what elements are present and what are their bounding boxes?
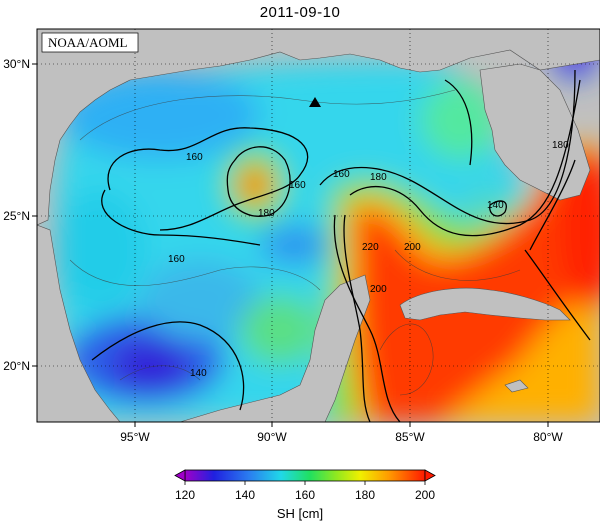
lon-tick-label: 80°W bbox=[533, 430, 563, 444]
colorbar-unit-label: SH [cm] bbox=[276, 506, 324, 521]
tick-marks bbox=[32, 63, 549, 427]
colorbar-tick: 160 bbox=[294, 488, 316, 502]
colorbar-tick: 120 bbox=[174, 488, 196, 502]
contour-label: 180 bbox=[370, 172, 387, 183]
credit-box: NOAA/AOML bbox=[41, 32, 139, 53]
contour-label: 180 bbox=[552, 140, 569, 151]
map-title: 2011-09-10 bbox=[259, 4, 341, 21]
colorbar-tick: 140 bbox=[234, 488, 256, 502]
contour-label: 200 bbox=[404, 242, 421, 253]
contour-label: 180 bbox=[258, 208, 275, 219]
contour-label: 160 bbox=[333, 169, 350, 180]
sea-height-field bbox=[55, 29, 600, 422]
contour-lines bbox=[91, 69, 591, 422]
plot-area: 160 160 180 160 160 180 220 200 200 140 … bbox=[37, 29, 600, 422]
lon-tick-label: 85°W bbox=[395, 430, 425, 444]
colorbar-tick: 200 bbox=[414, 488, 436, 502]
contour-label: 160 bbox=[289, 180, 306, 191]
gridlines bbox=[37, 29, 600, 422]
contour-label: 220 bbox=[362, 242, 379, 253]
contour-labels: 160 160 180 160 160 180 220 200 200 140 … bbox=[168, 140, 569, 379]
thin-contours bbox=[69, 89, 521, 396]
contour-label: 200 bbox=[370, 284, 387, 295]
colorbar bbox=[174, 469, 436, 485]
contour-label: 140 bbox=[190, 368, 207, 379]
lon-tick-label: 90°W bbox=[257, 430, 287, 444]
lat-tick-label: 25°N bbox=[3, 209, 30, 223]
contour-label: 160 bbox=[186, 152, 203, 163]
station-marker bbox=[309, 97, 321, 107]
contour-label: 140 bbox=[487, 200, 504, 211]
lat-tick-label: 20°N bbox=[3, 359, 30, 373]
lat-tick-label: 30°N bbox=[3, 57, 30, 71]
contour-label: 160 bbox=[168, 254, 185, 265]
credit-label: NOAA/AOML bbox=[48, 35, 128, 50]
plot-frame bbox=[36, 28, 600, 423]
colorbar-tick: 180 bbox=[354, 488, 376, 502]
lon-tick-label: 95°W bbox=[120, 430, 150, 444]
